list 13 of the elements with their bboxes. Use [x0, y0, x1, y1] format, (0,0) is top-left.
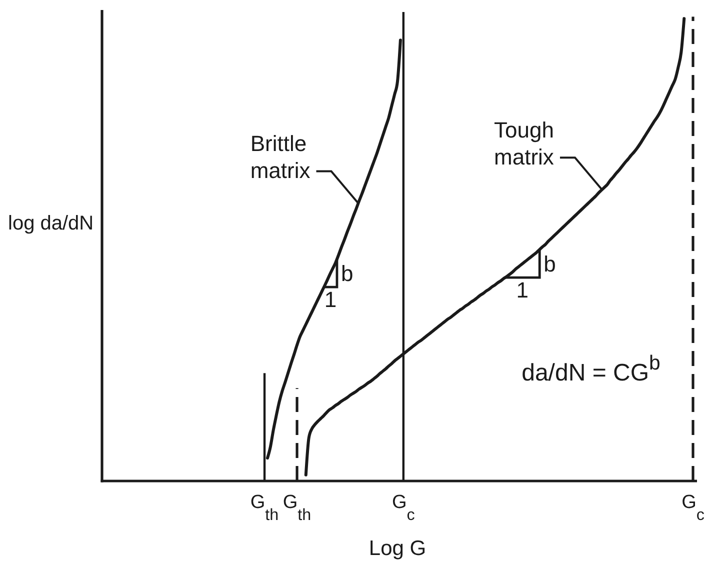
annotation: 1 — [516, 278, 529, 303]
x-tick-label: G$_{c}$ — [682, 492, 704, 524]
x-tick-label: G$_{th}$ — [250, 492, 279, 524]
text: Tough matrix — [494, 117, 554, 170]
annotation: b — [340, 260, 354, 286]
text: Brittle matrix — [250, 131, 310, 183]
annotation: da/dN = CG$^{b}$ — [522, 352, 660, 387]
x-tick-label: G$_{c}$ — [392, 492, 415, 524]
y-axis-title: log da/dN — [8, 212, 94, 234]
annotation: b — [544, 251, 556, 276]
x-tick-label: G$_{th}$ — [282, 492, 312, 524]
x-axis-title: Log G — [368, 537, 426, 560]
annotation: 1 — [324, 287, 337, 312]
